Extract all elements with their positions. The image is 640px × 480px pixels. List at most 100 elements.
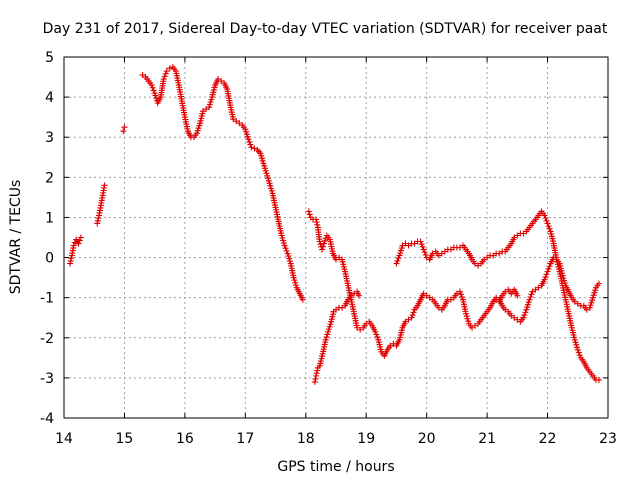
data-point xyxy=(313,372,320,379)
y-tick-label: 2 xyxy=(45,170,54,186)
data-point xyxy=(543,271,550,278)
data-point xyxy=(77,234,84,241)
data-point xyxy=(453,290,460,297)
data-point xyxy=(542,273,549,280)
y-tick-label: -4 xyxy=(40,411,54,427)
data-point xyxy=(546,225,553,232)
y-tick-label: -1 xyxy=(40,291,54,307)
data-point xyxy=(357,326,364,333)
data-point xyxy=(405,242,412,249)
data-point xyxy=(373,331,380,338)
series-satellite-track-a xyxy=(67,234,84,267)
data-point xyxy=(447,246,454,253)
series-satellite-track-i xyxy=(520,254,602,321)
data-point xyxy=(283,247,290,254)
data-point xyxy=(372,328,379,335)
data-point xyxy=(70,242,77,249)
data-point xyxy=(395,255,402,262)
data-point xyxy=(324,331,331,338)
data-point xyxy=(281,242,288,249)
data-point xyxy=(311,378,318,385)
data-point xyxy=(520,314,527,321)
data-point xyxy=(161,73,168,80)
data-point xyxy=(490,252,497,259)
data-point xyxy=(67,260,74,267)
data-point xyxy=(247,141,254,148)
y-tick-label: 4 xyxy=(45,90,54,106)
data-point xyxy=(521,312,528,319)
data-point xyxy=(496,250,503,257)
data-point xyxy=(542,215,549,222)
data-point xyxy=(422,251,429,258)
data-point xyxy=(101,182,108,189)
data-point xyxy=(236,120,243,127)
x-tick-label: 18 xyxy=(297,431,315,447)
data-point xyxy=(306,211,313,218)
data-point xyxy=(528,291,535,298)
data-point xyxy=(230,116,237,123)
data-point xyxy=(409,312,416,319)
data-point xyxy=(248,144,255,151)
data-point xyxy=(246,138,253,145)
data-point xyxy=(447,296,454,303)
data-point xyxy=(545,265,552,272)
data-point xyxy=(299,296,306,303)
data-point xyxy=(218,78,225,85)
y-tick-label: 0 xyxy=(45,251,54,267)
data-point xyxy=(508,312,515,319)
data-point xyxy=(203,106,210,113)
data-point xyxy=(94,220,101,227)
data-point xyxy=(472,322,479,329)
data-point xyxy=(441,248,448,255)
data-point xyxy=(545,223,552,230)
data-point xyxy=(233,118,240,125)
x-tick-label: 21 xyxy=(478,431,496,447)
data-point xyxy=(574,346,581,353)
data-point xyxy=(333,306,339,313)
data-point xyxy=(322,336,329,343)
data-point xyxy=(546,263,553,270)
data-point xyxy=(68,255,75,262)
data-point xyxy=(421,249,428,256)
series-satellite-track-e xyxy=(305,208,394,359)
data-point xyxy=(595,280,602,287)
data-point xyxy=(314,221,321,228)
data-point xyxy=(319,246,326,253)
y-tick-label: 5 xyxy=(45,50,54,66)
data-point xyxy=(312,375,319,382)
data-point xyxy=(420,246,427,253)
data-point xyxy=(339,304,346,311)
data-point xyxy=(402,240,409,247)
data-point xyxy=(402,318,409,325)
y-axis-label: SDTVAR / TECUs xyxy=(8,180,24,295)
data-point xyxy=(120,128,127,135)
data-point xyxy=(305,208,312,215)
data-point xyxy=(354,324,361,331)
data-point xyxy=(514,232,521,239)
data-point xyxy=(541,276,548,283)
data-point xyxy=(423,292,430,299)
data-point xyxy=(405,316,412,323)
data-point xyxy=(472,260,479,267)
x-tick-label: 17 xyxy=(236,431,254,447)
data-point xyxy=(458,293,465,300)
series-satellite-track-g xyxy=(387,288,527,349)
series-satellite-track-h xyxy=(393,208,602,383)
data-point xyxy=(576,352,583,359)
data-point xyxy=(522,309,529,316)
x-tick-label: 19 xyxy=(357,431,375,447)
y-tick-label: 3 xyxy=(45,130,54,146)
data-point xyxy=(121,124,128,131)
data-point xyxy=(481,256,488,263)
data-point xyxy=(150,87,157,94)
series-satellite-track-j xyxy=(493,286,521,305)
data-point xyxy=(399,242,406,249)
data-point xyxy=(571,298,578,305)
data-point xyxy=(163,68,170,75)
data-point xyxy=(282,245,289,252)
data-point xyxy=(316,238,323,245)
data-point xyxy=(544,268,551,275)
data-point xyxy=(323,334,330,341)
x-tick-label: 20 xyxy=(418,431,436,447)
